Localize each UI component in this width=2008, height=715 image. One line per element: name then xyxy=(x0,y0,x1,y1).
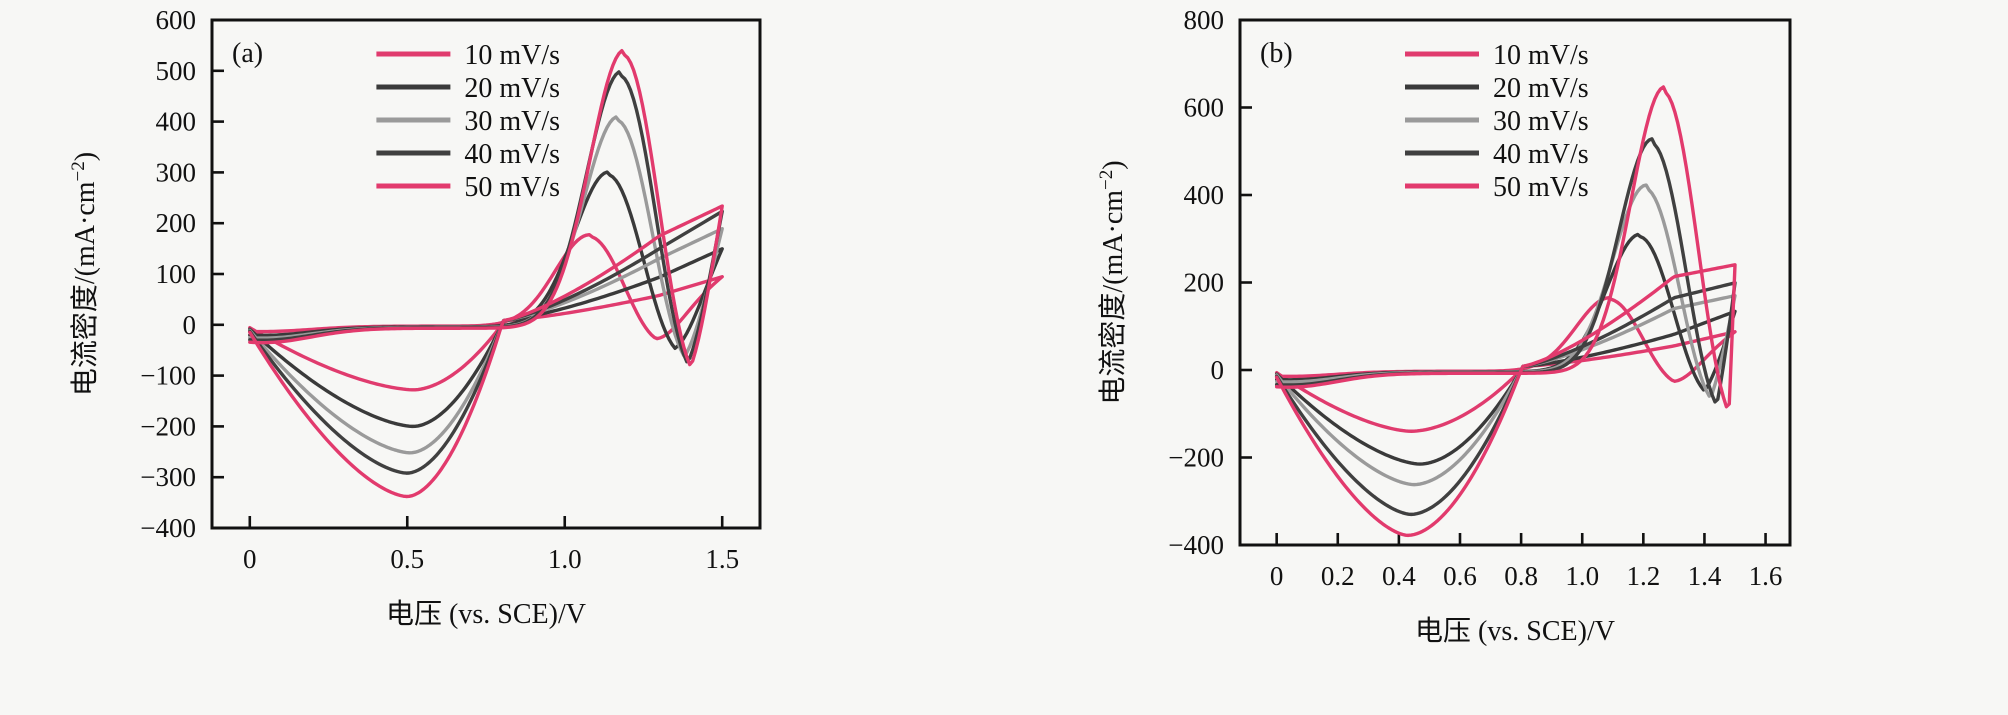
x-tick-label: 0 xyxy=(1270,561,1284,591)
y-axis-title: 电流密度/(mA·cm−2) xyxy=(1096,160,1130,404)
panel-tag: (b) xyxy=(1260,38,1293,69)
panel-b-plot: −400 −200 0 200 400 600 800 0 0.2 0.4 0.6 0.8 1.0 1.2… xyxy=(1096,5,1792,647)
x-tick-label: 1.2 xyxy=(1626,561,1660,591)
panel-tag: (a) xyxy=(232,38,263,69)
y-tick-label: −400 xyxy=(140,513,196,543)
y-tick-label: 500 xyxy=(156,56,197,86)
y-axis-title: 电流密度/(mA·cm−2) xyxy=(68,152,102,396)
cv-curve xyxy=(248,170,724,429)
panel-a-plot: −400 −300 −200 −100 0 100 200 300 400 500 600 0 0.5 1… xyxy=(68,5,762,630)
x-axis-title: 电压 (vs. SCE)/V xyxy=(386,598,586,630)
legend-label: 20 mV/s xyxy=(1493,73,1589,104)
legend-label: 40 mV/s xyxy=(464,139,560,170)
legend-label: 10 mV/s xyxy=(464,40,560,71)
legend-label: 50 mV/s xyxy=(464,172,560,203)
cv-curve xyxy=(1274,85,1737,538)
curves-group xyxy=(1274,85,1737,538)
legend-label: 30 mV/s xyxy=(1493,106,1589,137)
y-tick-label: −100 xyxy=(140,361,196,391)
y-tick-label: −200 xyxy=(140,411,196,441)
y-tick-label: 400 xyxy=(156,107,197,137)
x-tick-label: 0.8 xyxy=(1504,561,1538,591)
y-tick-label: 200 xyxy=(1184,268,1225,298)
x-tick-label: 1.4 xyxy=(1688,561,1722,591)
legend-label: 40 mV/s xyxy=(1493,139,1589,170)
x-tick-label: 1.6 xyxy=(1749,561,1783,591)
cv-curve xyxy=(1274,232,1737,466)
y-tick-label: 600 xyxy=(1184,93,1225,123)
legend: 10 mV/s20 mV/s30 mV/s40 mV/s50 mV/s xyxy=(1405,40,1589,203)
x-tick-label: 1.5 xyxy=(705,544,739,574)
y-tick-label: 400 xyxy=(1184,180,1225,210)
curves-group xyxy=(248,49,724,499)
x-tick-label: 0.6 xyxy=(1443,561,1477,591)
y-tick-label: 800 xyxy=(1184,5,1225,35)
plot-frame xyxy=(210,18,762,530)
x-tick-label: 1.0 xyxy=(1565,561,1599,591)
x-tick-label: 0 xyxy=(243,544,257,574)
legend: 10 mV/s20 mV/s30 mV/s40 mV/s50 mV/s xyxy=(376,40,560,203)
legend-label: 30 mV/s xyxy=(464,106,560,137)
x-tick-label: 1.0 xyxy=(548,544,582,574)
legend-label: 20 mV/s xyxy=(464,73,560,104)
y-tick-label: 200 xyxy=(156,208,197,238)
cv-curve xyxy=(248,49,724,499)
y-tick-label: 600 xyxy=(156,5,197,35)
legend-label: 10 mV/s xyxy=(1493,40,1589,71)
y-tick-label: −400 xyxy=(1168,530,1224,560)
x-tick-label: 0.5 xyxy=(390,544,424,574)
panel-b: −400 −200 0 200 400 600 800 0 0.2 0.4 0.6 0.8 1.0 1.2… xyxy=(1004,0,2008,715)
y-tick-label: −300 xyxy=(140,462,196,492)
x-tick-label: 0.4 xyxy=(1382,561,1416,591)
panel-a: −400 −300 −200 −100 0 100 200 300 400 500 600 0 0.5 1… xyxy=(68,5,762,630)
y-tick-label: 300 xyxy=(156,157,197,187)
y-tick-label: 0 xyxy=(183,310,197,340)
y-tick-label: 100 xyxy=(156,259,197,289)
legend-label: 50 mV/s xyxy=(1493,172,1589,203)
x-tick-label: 0.2 xyxy=(1321,561,1355,591)
x-axis-title: 电压 (vs. SCE)/V xyxy=(1415,615,1615,647)
y-tick-label: 0 xyxy=(1211,355,1225,385)
y-tick-label: −200 xyxy=(1168,443,1224,473)
